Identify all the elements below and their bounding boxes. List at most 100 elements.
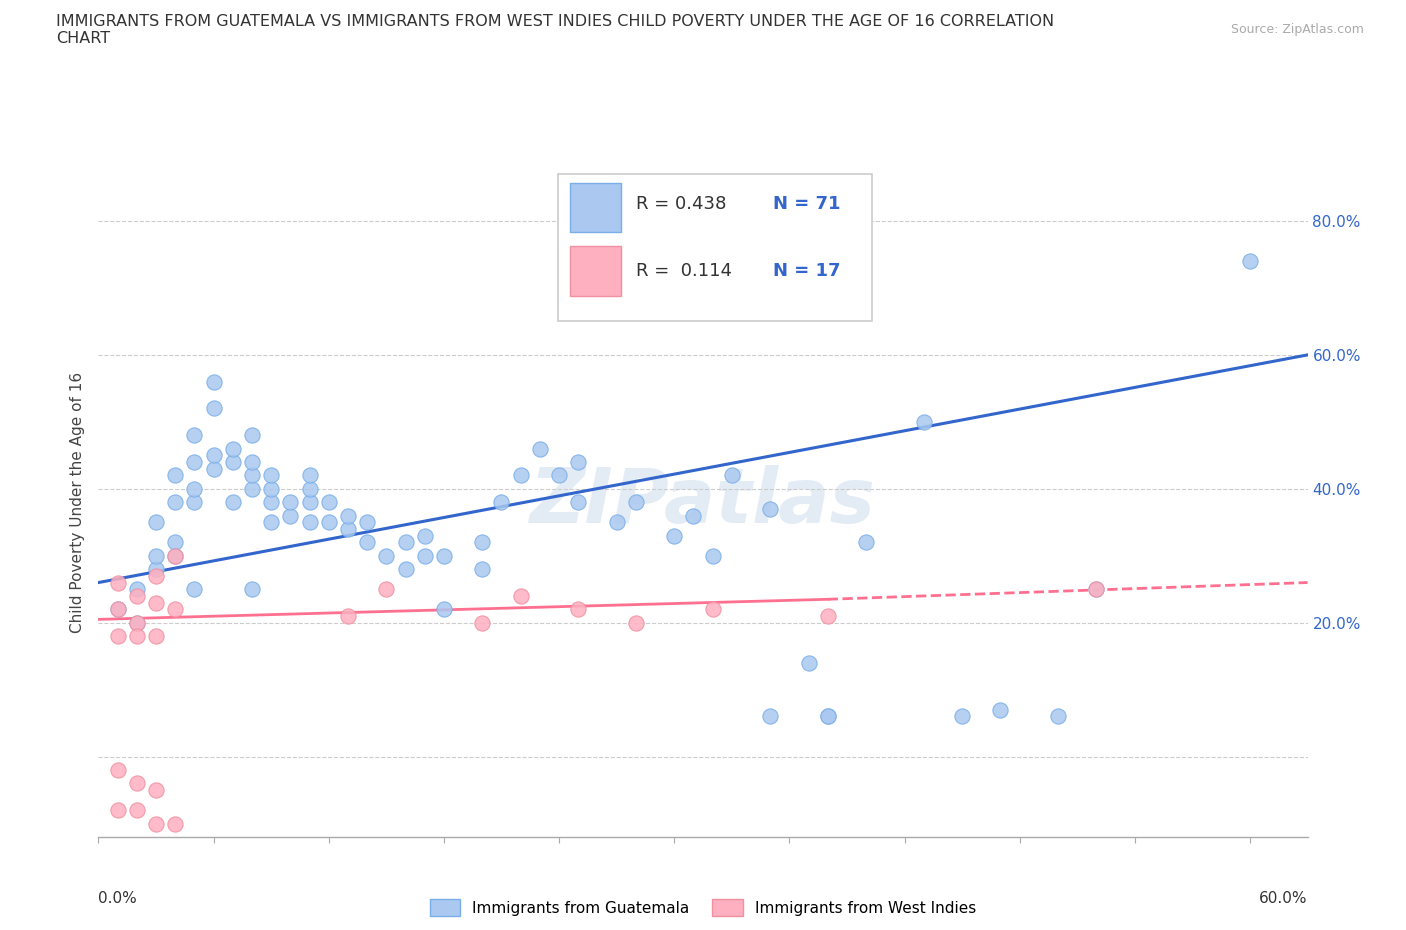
Point xyxy=(413,528,436,543)
Point xyxy=(855,535,877,550)
Point xyxy=(240,455,263,470)
Point xyxy=(529,441,551,456)
Point xyxy=(260,468,283,483)
Point xyxy=(183,428,205,443)
Point xyxy=(165,468,187,483)
Point xyxy=(759,501,782,516)
Point xyxy=(356,515,378,530)
Point xyxy=(107,602,129,617)
Point xyxy=(394,535,416,550)
Point xyxy=(145,595,167,610)
Point xyxy=(471,535,494,550)
Point xyxy=(260,515,283,530)
Point xyxy=(183,495,205,510)
Point xyxy=(624,495,647,510)
Point xyxy=(165,535,187,550)
Point xyxy=(664,528,686,543)
Point xyxy=(222,495,245,510)
Text: IMMIGRANTS FROM GUATEMALA VS IMMIGRANTS FROM WEST INDIES CHILD POVERTY UNDER THE: IMMIGRANTS FROM GUATEMALA VS IMMIGRANTS … xyxy=(56,14,1054,46)
Point xyxy=(298,468,321,483)
Point xyxy=(183,582,205,597)
Text: N = 17: N = 17 xyxy=(773,262,841,280)
Point xyxy=(336,608,359,623)
Point xyxy=(356,535,378,550)
Point xyxy=(165,549,187,564)
Point xyxy=(318,495,340,510)
Point xyxy=(413,549,436,564)
Point xyxy=(548,468,571,483)
Point xyxy=(817,608,839,623)
Point xyxy=(950,709,973,724)
Point xyxy=(202,374,225,389)
Point xyxy=(298,495,321,510)
Y-axis label: Child Poverty Under the Age of 16: Child Poverty Under the Age of 16 xyxy=(69,372,84,632)
Point xyxy=(471,616,494,631)
Point xyxy=(797,656,820,671)
Point xyxy=(606,515,628,530)
Text: Source: ZipAtlas.com: Source: ZipAtlas.com xyxy=(1230,23,1364,36)
Point xyxy=(375,582,398,597)
Point xyxy=(702,602,724,617)
Point xyxy=(375,549,398,564)
Point xyxy=(491,495,513,510)
Point xyxy=(145,783,167,798)
Point xyxy=(240,428,263,443)
Point xyxy=(222,441,245,456)
Point xyxy=(145,562,167,577)
Point xyxy=(165,602,187,617)
Point xyxy=(107,803,129,817)
Point xyxy=(433,549,456,564)
Legend: Immigrants from Guatemala, Immigrants from West Indies: Immigrants from Guatemala, Immigrants fr… xyxy=(429,898,977,916)
Point xyxy=(240,468,263,483)
Point xyxy=(817,709,839,724)
Text: R = 0.438: R = 0.438 xyxy=(637,195,727,213)
Point xyxy=(509,589,531,604)
Point xyxy=(280,508,302,523)
Point xyxy=(336,522,359,537)
Point xyxy=(125,629,148,644)
Point xyxy=(202,461,225,476)
Point xyxy=(260,482,283,497)
Point xyxy=(145,515,167,530)
Point xyxy=(567,495,589,510)
Point xyxy=(145,817,167,831)
Point xyxy=(125,616,148,631)
Point xyxy=(298,515,321,530)
Point xyxy=(912,415,935,430)
Point xyxy=(165,817,187,831)
Point xyxy=(240,482,263,497)
Point xyxy=(336,508,359,523)
Point xyxy=(107,763,129,777)
Point xyxy=(202,448,225,463)
Point xyxy=(759,709,782,724)
Point xyxy=(165,549,187,564)
Point xyxy=(125,776,148,790)
FancyBboxPatch shape xyxy=(569,183,621,232)
Point xyxy=(125,582,148,597)
Point xyxy=(394,562,416,577)
Point xyxy=(567,455,589,470)
Point xyxy=(318,515,340,530)
Point xyxy=(702,549,724,564)
Point xyxy=(145,549,167,564)
Point xyxy=(107,629,129,644)
Text: 60.0%: 60.0% xyxy=(1260,891,1308,906)
Point xyxy=(1047,709,1070,724)
Point xyxy=(433,602,456,617)
Point xyxy=(1085,582,1108,597)
Point xyxy=(107,602,129,617)
Point xyxy=(817,709,839,724)
FancyBboxPatch shape xyxy=(558,174,872,322)
Point xyxy=(720,468,742,483)
Point xyxy=(183,482,205,497)
Point xyxy=(509,468,531,483)
Point xyxy=(990,702,1012,717)
FancyBboxPatch shape xyxy=(569,246,621,296)
Text: 0.0%: 0.0% xyxy=(98,891,138,906)
Text: R =  0.114: R = 0.114 xyxy=(637,262,733,280)
Point xyxy=(298,482,321,497)
Point xyxy=(222,455,245,470)
Text: N = 71: N = 71 xyxy=(773,195,841,213)
Point xyxy=(107,575,129,590)
Point xyxy=(125,589,148,604)
